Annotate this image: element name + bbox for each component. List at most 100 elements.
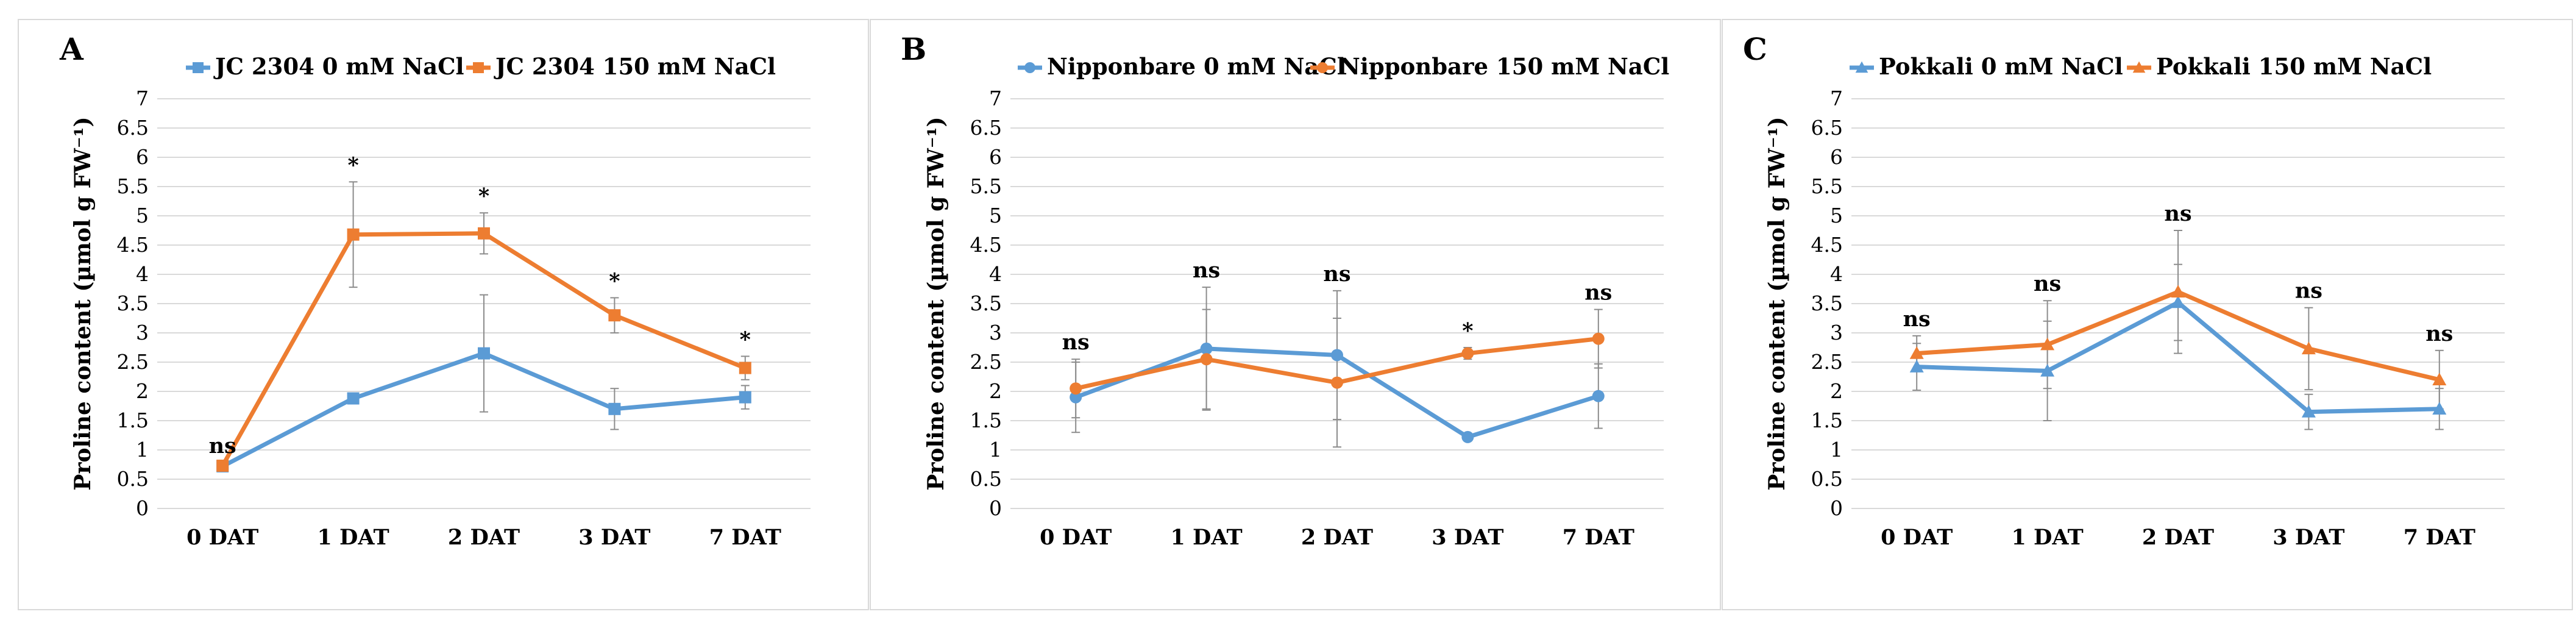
x-category-label: 7 DAT [2404,525,2475,550]
y-tick-label: 4.5 [1811,233,1843,257]
data-point [2171,285,2185,298]
x-category-label: 2 DAT [1301,525,1373,550]
legend-marker [1317,62,1328,73]
y-tick-label: 1.5 [1811,408,1843,432]
x-category-label: 2 DAT [448,525,520,550]
panel-b-frame [870,19,1721,610]
legend-entry: Pokkali 0 mM NaCl [1850,53,2123,80]
data-point [1461,430,1474,443]
significance-label: ns [2425,321,2453,346]
y-tick-label: 5.5 [117,174,149,198]
y-tick-label: 0 [136,496,149,520]
legend-marker [473,62,484,73]
significance-label: * [1462,318,1473,343]
y-tick-label: 6 [989,145,1002,169]
x-category-label: 0 DAT [1881,525,1953,550]
x-category-label: 7 DAT [1563,525,1634,550]
data-point [2301,341,2316,355]
legend-entry: JC 2304 0 mM NaCl [186,53,464,80]
y-tick-label: 6.5 [970,116,1002,140]
legend-label: JC 2304 150 mM NaCl [494,53,776,80]
y-tick-label: 3.5 [970,291,1002,315]
x-category-label: 1 DAT [2012,525,2084,550]
y-tick-label: 5 [989,204,1002,227]
x-category-label: 7 DAT [709,525,781,550]
y-axis-label: Proline content (µmol g FW⁻¹) [1764,116,1790,490]
y-tick-label: 5.5 [1811,174,1843,198]
legend-marker [193,62,204,73]
y-tick-label: 4.5 [970,233,1002,257]
data-point [347,392,360,405]
y-tick-label: 2.5 [117,350,149,374]
y-tick-label: 6 [136,145,149,169]
x-category-label: 1 DAT [318,525,389,550]
data-point [2171,295,2185,308]
y-tick-label: 1 [136,438,149,462]
panel-a-frame [18,19,869,610]
data-point [478,227,490,240]
y-tick-label: 4 [989,262,1002,286]
legend-marker [1024,62,1035,73]
y-tick-label: 4.5 [117,233,149,257]
y-tick-label: 5 [1830,204,1843,227]
data-point [1909,360,1924,373]
data-point [608,309,621,322]
panel-c-chart: 0 0.5 1 1.5 2 2.5 3 3.5 4 4.5 5 5.5 6 6.5 7 Proline con… [1764,53,2505,550]
y-axis-label: Proline content (µmol g FW⁻¹) [70,116,96,490]
y-tick-label: 7 [1830,87,1843,110]
y-tick-label: 0 [989,496,1002,520]
data-point [1200,353,1213,366]
y-tick-label: 1 [989,438,1002,462]
y-tick-label: 1 [1830,438,1843,462]
significance-label: * [609,268,620,293]
y-tick-label: 0 [1830,496,1843,520]
data-point [2432,402,2447,415]
y-tick-label: 2 [1830,379,1843,403]
significance-label: ns [2295,279,2322,304]
y-tick-label: 1.5 [117,408,149,432]
y-axis-label: Proline content (µmol g FW⁻¹) [923,116,949,490]
y-tick-label: 2.5 [1811,350,1843,374]
data-point [1909,346,1924,359]
significance-label: ns [1193,258,1220,283]
legend-entry: JC 2304 150 mM NaCl [466,53,776,80]
y-tick-label: 3 [136,321,149,344]
panel-b-letter: B [901,31,926,67]
y-tick-label: 7 [136,87,149,110]
legend-label: Nipponbare 150 mM NaCl [1339,53,1669,80]
data-point [2432,373,2447,385]
data-point [1461,347,1474,360]
y-tick-label: 2.5 [970,350,1002,374]
y-tick-label: 4 [136,262,149,286]
data-point [216,459,229,472]
data-point [2040,337,2055,351]
significance-label: ns [2164,201,2191,226]
y-tick-label: 7 [989,87,1002,110]
significance-label: ns [1584,280,1612,305]
panel-a-letter: A [59,31,84,67]
significance-label: * [478,184,489,209]
y-tick-label: 3 [989,321,1002,344]
data-point [1070,382,1082,395]
significance-label: * [347,152,358,177]
x-category-label: 1 DAT [1171,525,1243,550]
data-point [2040,363,2055,377]
data-point [2301,405,2316,418]
x-category-label: 2 DAT [2142,525,2214,550]
y-tick-label: 0.5 [117,467,149,491]
significance-label: ns [1903,307,1931,332]
y-tick-label: 3 [1830,321,1843,344]
y-tick-label: 1.5 [970,408,1002,432]
significance-label: ns [1323,262,1350,287]
panel-c-letter: C [1743,31,1767,67]
y-tick-label: 0.5 [1811,467,1843,491]
legend-marker [2132,61,2146,73]
y-tick-label: 2 [136,379,149,403]
x-category-label: 3 DAT [578,525,650,550]
legend-marker [1855,61,1868,73]
data-point [1200,342,1213,355]
y-tick-label: 2 [989,379,1002,403]
data-point [739,391,751,404]
panel-a-chart: 0 0.5 1 1.5 2 2.5 3 3.5 4 4.5 5 5.5 6 6.5 7 Proline con… [70,53,811,550]
